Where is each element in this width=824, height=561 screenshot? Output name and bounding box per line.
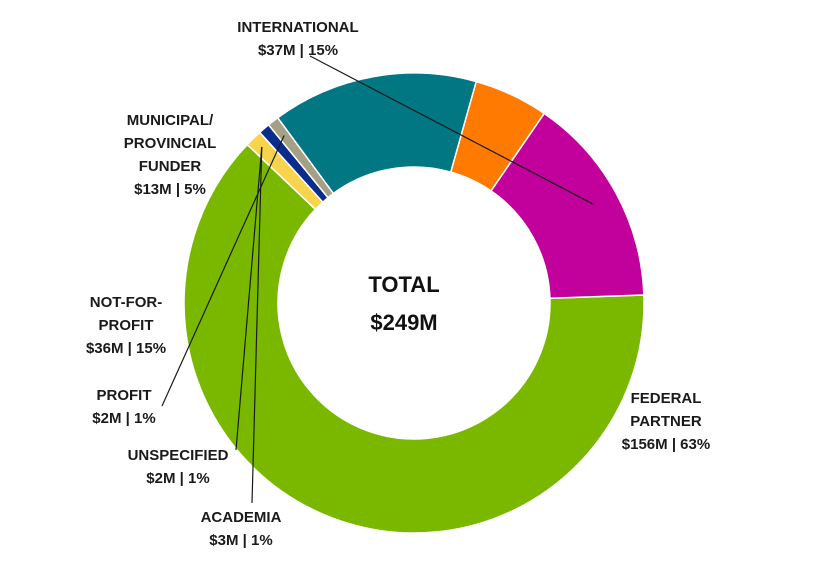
label-international-value: $37M | 15% (258, 42, 338, 59)
label-municipal-name-line: FUNDER (139, 158, 202, 175)
center-total-label: TOTAL (368, 272, 439, 297)
label-municipal-name-line: MUNICIPAL/ (127, 112, 214, 129)
label-federal-value: $156M | 63% (622, 436, 710, 453)
label-federal-name-line: FEDERAL (631, 390, 702, 407)
label-notforprofit: NOT-FOR- PROFIT $36M | 15% (86, 294, 166, 357)
donut-slices (183, 72, 645, 534)
label-federal-name-line: PARTNER (630, 413, 702, 430)
slice-international (490, 112, 645, 300)
label-profit-value: $2M | 1% (92, 410, 155, 427)
label-notforprofit-name-line: PROFIT (99, 317, 154, 334)
leader-line-profit (161, 135, 285, 407)
label-notforprofit-name-line: NOT-FOR- (90, 294, 163, 311)
label-unspecified-name-line: UNSPECIFIED (128, 447, 229, 464)
leader-line-academia (251, 146, 263, 504)
label-international-name-line: INTERNATIONAL (237, 19, 358, 36)
label-notforprofit-value: $36M | 15% (86, 340, 166, 357)
label-profit: PROFIT $2M | 1% (92, 387, 155, 427)
slice-federal (183, 143, 645, 534)
label-academia: ACADEMIA $3M | 1% (201, 509, 282, 549)
label-municipal-name-line: PROVINCIAL (124, 135, 217, 152)
leader-line-unspecified (235, 146, 263, 451)
label-profit-name-line: PROFIT (97, 387, 152, 404)
label-unspecified-value: $2M | 1% (146, 470, 209, 487)
label-municipal: MUNICIPAL/PROVINCIAL FUNDER $13M | 5% (124, 112, 217, 198)
center-total-value: $249M (370, 310, 437, 335)
label-international: INTERNATIONAL $37M | 15% (237, 19, 358, 59)
label-academia-name-line: ACADEMIA (201, 509, 282, 526)
label-unspecified: UNSPECIFIED $2M | 1% (128, 447, 229, 487)
label-municipal-value: $13M | 5% (134, 181, 206, 198)
leader-lines (161, 55, 595, 504)
leader-line-international (309, 55, 595, 205)
slice-labels: FEDERAL PARTNER $156M | 63% ACADEMIA $3M | 1… (86, 19, 710, 549)
label-academia-value: $3M | 1% (209, 532, 272, 549)
label-federal: FEDERAL PARTNER $156M | 63% (622, 390, 710, 453)
